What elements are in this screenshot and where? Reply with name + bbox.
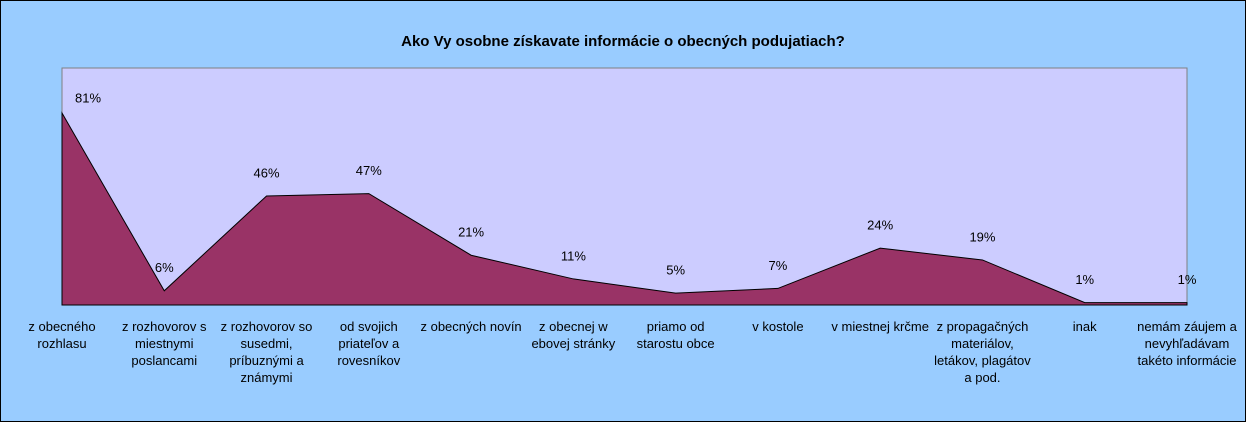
x-tick-label: priamo od starostu obce — [636, 319, 715, 351]
area — [61, 111, 1188, 306]
value-label: 21% — [458, 225, 484, 240]
value-label: 81% — [75, 90, 101, 105]
x-tick-label: z rozhovorov s miestnymi poslancami — [121, 319, 207, 368]
x-tick-label: v miestnej krčme — [831, 319, 929, 334]
value-label: 11% — [561, 248, 586, 263]
x-tick-label: z obecnej w ebovej stránky — [531, 319, 616, 351]
value-label: 19% — [969, 229, 995, 244]
x-tick-label: z rozhovorov so susedmi, príbuznými a zn… — [220, 319, 313, 385]
x-tick-label: z obecného rozhlasu — [28, 319, 96, 351]
value-label: 5% — [666, 263, 685, 278]
value-label: 6% — [155, 260, 174, 275]
value-label: 7% — [769, 258, 788, 273]
value-label: 24% — [867, 218, 893, 233]
chart-title: Ako Vy osobne získavate informácie o obe… — [401, 33, 845, 50]
value-label: 47% — [356, 163, 382, 178]
x-tick-label: v kostole — [752, 319, 804, 334]
value-label: 1% — [1075, 272, 1094, 287]
x-tick-label: z obecných novín — [420, 319, 522, 334]
value-label: 46% — [254, 165, 280, 180]
x-tick-label: od svojich priateľov a rovesníkov — [337, 319, 401, 368]
x-tick-label: nemám záujem a nevyhľadávam takéto infor… — [1137, 319, 1237, 368]
x-tick-label: z propagačných materiálov, letákov, plag… — [934, 319, 1031, 385]
x-tick-label: inak — [1072, 319, 1097, 334]
value-label: 1% — [1178, 272, 1197, 287]
